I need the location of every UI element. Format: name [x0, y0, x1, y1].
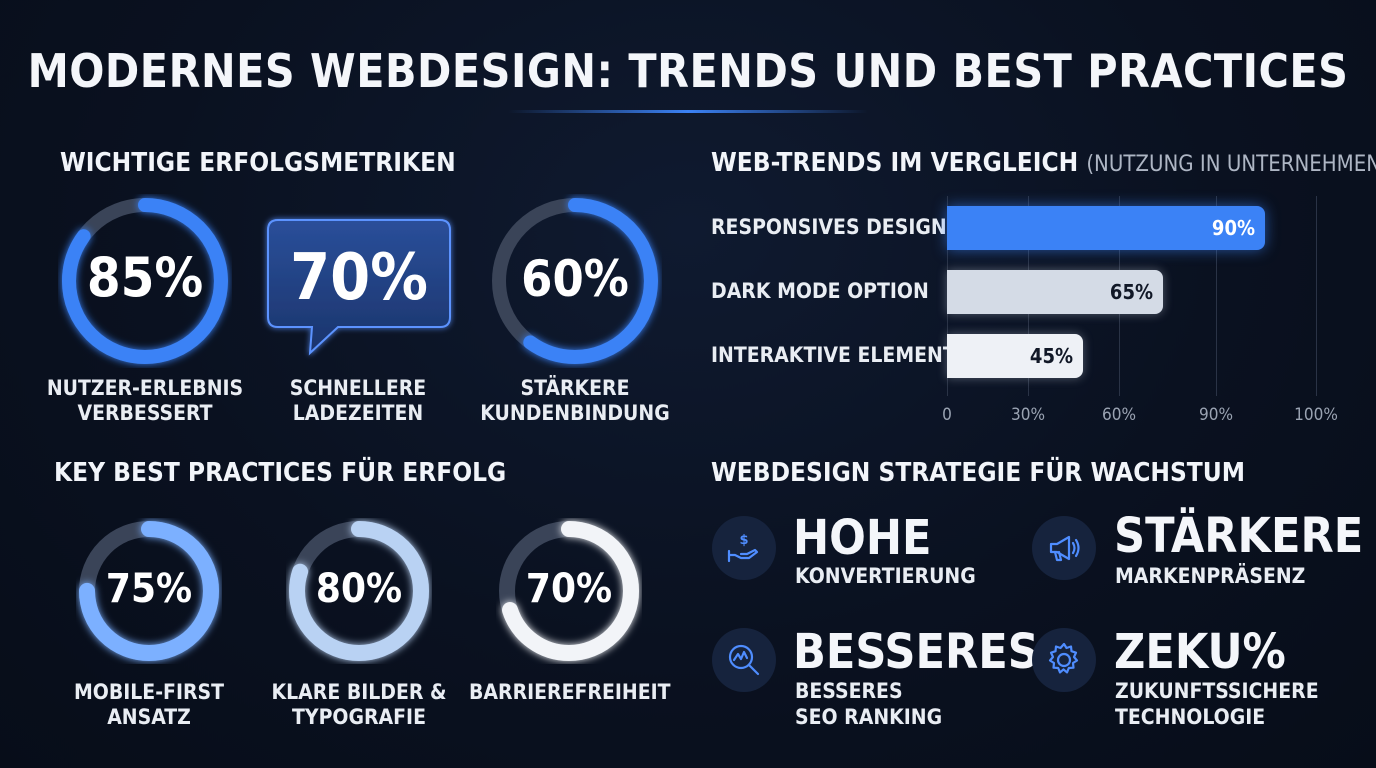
caption-line: LADEZEITEN — [292, 401, 424, 425]
practice-caption: MOBILE-FIRST ANSATZ — [49, 680, 249, 730]
caption-line: VERBESSERT — [77, 401, 213, 425]
grid-line — [1316, 196, 1317, 396]
strategy-big-text: STÄRKERE — [1114, 508, 1364, 564]
practice-value: 75% — [105, 566, 193, 612]
caption-line: BARRIEREFREIHEIT — [469, 680, 671, 704]
metric-value: 70% — [290, 241, 428, 315]
metric-speech-bubble: 70% — [260, 205, 460, 365]
caption-line: TECHNOLOGIE — [1115, 705, 1266, 729]
strategy-big-text: BESSERES — [793, 624, 1039, 680]
x-tick-label: 90% — [1199, 405, 1233, 425]
ring-chart — [62, 198, 228, 364]
caption-line: MOBILE-FIRST — [73, 680, 225, 704]
caption-line: TYPOGRAFIE — [292, 705, 426, 729]
caption-line: NUTZER-ERLEBNIS — [46, 376, 244, 400]
trends-heading-sub: (NUTZUNG IN UNTERNEHMEN) — [1086, 152, 1376, 177]
caption-line: ZUKUNFTSSICHERE — [1115, 679, 1319, 703]
bar: 90% — [947, 206, 1265, 250]
strategy-caption: MARKENPRÄSENZ — [1115, 563, 1305, 589]
bar-category-label: INTERAKTIVE ELEMENTE — [711, 343, 969, 367]
ring-progress — [492, 198, 658, 364]
practice-ring-images-typography: 80% — [286, 518, 432, 664]
x-tick-label: 0 — [942, 405, 952, 425]
svg-text:$: $ — [739, 533, 748, 548]
metric-caption: SCHNELLERE LADEZEITEN — [258, 376, 458, 426]
caption-line: KUNDENBINDUNG — [480, 401, 670, 425]
caption-line: KONVERTIERUNG — [795, 564, 976, 588]
ring-chart — [289, 521, 429, 661]
ring-chart — [492, 198, 658, 364]
metric-ring-user-experience: 85% — [58, 194, 232, 368]
dollar-hand-icon: $ — [712, 516, 776, 580]
speech-bubble-shape — [267, 219, 451, 356]
caption-line: MARKENPRÄSENZ — [1115, 564, 1306, 588]
metric-caption: NUTZER-ERLEBNIS VERBESSERT — [45, 376, 245, 426]
metric-caption: STÄRKERE KUNDENBINDUNG — [475, 376, 675, 426]
metric-value: 60% — [521, 250, 629, 308]
strategy-big-text: ZEKU% — [1114, 624, 1286, 680]
x-tick-label: 100% — [1294, 405, 1338, 425]
ring-progress — [289, 521, 429, 661]
bar: 45% — [947, 334, 1083, 378]
strategy-heading: WEBDESIGN STRATEGIE FÜR WACHSTUM — [711, 458, 1246, 488]
strategy-caption: ZUKUNFTSSICHERE TECHNOLOGIE — [1115, 678, 1319, 730]
practice-value: 70% — [525, 566, 613, 612]
gear-icon — [1032, 628, 1096, 692]
bar-value-label: 65% — [1109, 280, 1153, 304]
strategy-caption: KONVERTIERUNG — [795, 563, 976, 589]
caption-line: STÄRKERE — [520, 376, 630, 400]
practice-ring-mobile-first: 75% — [76, 518, 222, 664]
practices-heading: KEY BEST PRACTICES FÜR ERFOLG — [54, 458, 507, 488]
ring-chart — [499, 521, 639, 661]
trends-heading-main: WEB-TRENDS IM VERGLEICH — [711, 148, 1079, 178]
bar-value-label: 45% — [1029, 344, 1073, 368]
title-underline — [508, 110, 868, 113]
magnifier-chart-icon — [712, 628, 776, 692]
metrics-heading: WICHTIGE ERFOLGSMETRIKEN — [60, 148, 456, 178]
x-tick-label: 60% — [1102, 405, 1136, 425]
strategy-caption: BESSERES SEO RANKING — [795, 678, 942, 730]
page-title: MODERNES WEBDESIGN: TRENDS UND BEST PRAC… — [27, 44, 1349, 98]
grid-line — [1216, 196, 1217, 396]
ring-progress — [79, 521, 219, 661]
bar: 65% — [947, 270, 1163, 314]
caption-line: ANSATZ — [107, 705, 191, 729]
strategy-big-text: HOHE — [793, 510, 932, 566]
practice-value: 80% — [315, 566, 403, 612]
bar-value-label: 90% — [1211, 216, 1255, 240]
caption-line: SEO RANKING — [795, 705, 943, 729]
caption-line: SCHNELLERE — [289, 376, 427, 400]
ring-chart — [79, 521, 219, 661]
trends-heading: WEB-TRENDS IM VERGLEICH (NUTZUNG IN UNTE… — [711, 148, 1376, 178]
practice-caption: BARRIEREFREIHEIT — [469, 680, 671, 705]
practice-caption: KLARE BILDER & TYPOGRAFIE — [259, 680, 459, 730]
metric-value: 85% — [86, 246, 204, 309]
caption-line: BESSERES — [795, 679, 903, 703]
x-tick-label: 30% — [1011, 405, 1045, 425]
ring-progress — [62, 198, 228, 364]
caption-line: KLARE BILDER & — [271, 680, 447, 704]
bar-category-label: RESPONSIVES DESIGN — [711, 215, 947, 239]
metric-ring-customer-retention: 60% — [488, 194, 662, 368]
practice-ring-accessibility: 70% — [496, 518, 642, 664]
megaphone-icon — [1032, 516, 1096, 580]
bar-category-label: DARK MODE OPTION — [711, 279, 929, 303]
ring-progress — [499, 521, 639, 661]
